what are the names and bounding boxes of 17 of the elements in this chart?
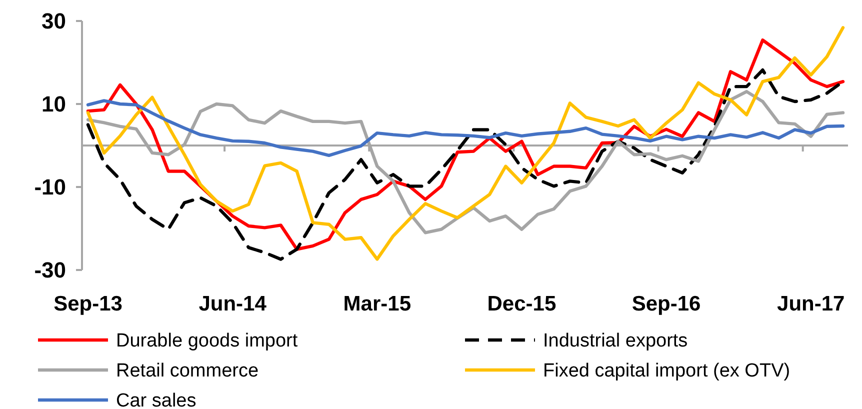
x-tick-label: Jun-17 xyxy=(777,292,845,316)
x-tick-label: Jun-14 xyxy=(198,292,267,316)
x-tick-label: Sep-16 xyxy=(632,292,701,316)
x-tick-label: Sep-13 xyxy=(54,292,122,316)
y-tick-label: 30 xyxy=(42,8,66,34)
legend-label: Retail commerce xyxy=(116,360,259,382)
line-series xyxy=(86,90,845,234)
y-tick-label: -10 xyxy=(34,174,66,200)
x-tick-label: Mar-15 xyxy=(343,292,412,316)
legend-label: Industrial exports xyxy=(543,330,688,352)
line-series xyxy=(86,99,845,158)
legend-label: Durable goods import xyxy=(116,330,298,352)
x-tick-label: Dec-15 xyxy=(487,292,556,316)
y-tick-label: -30 xyxy=(34,258,66,283)
y-tick-label: 10 xyxy=(42,92,66,117)
legend-label: Car sales xyxy=(116,390,196,409)
legend-label: Fixed capital import (ex OTV) xyxy=(543,360,790,382)
